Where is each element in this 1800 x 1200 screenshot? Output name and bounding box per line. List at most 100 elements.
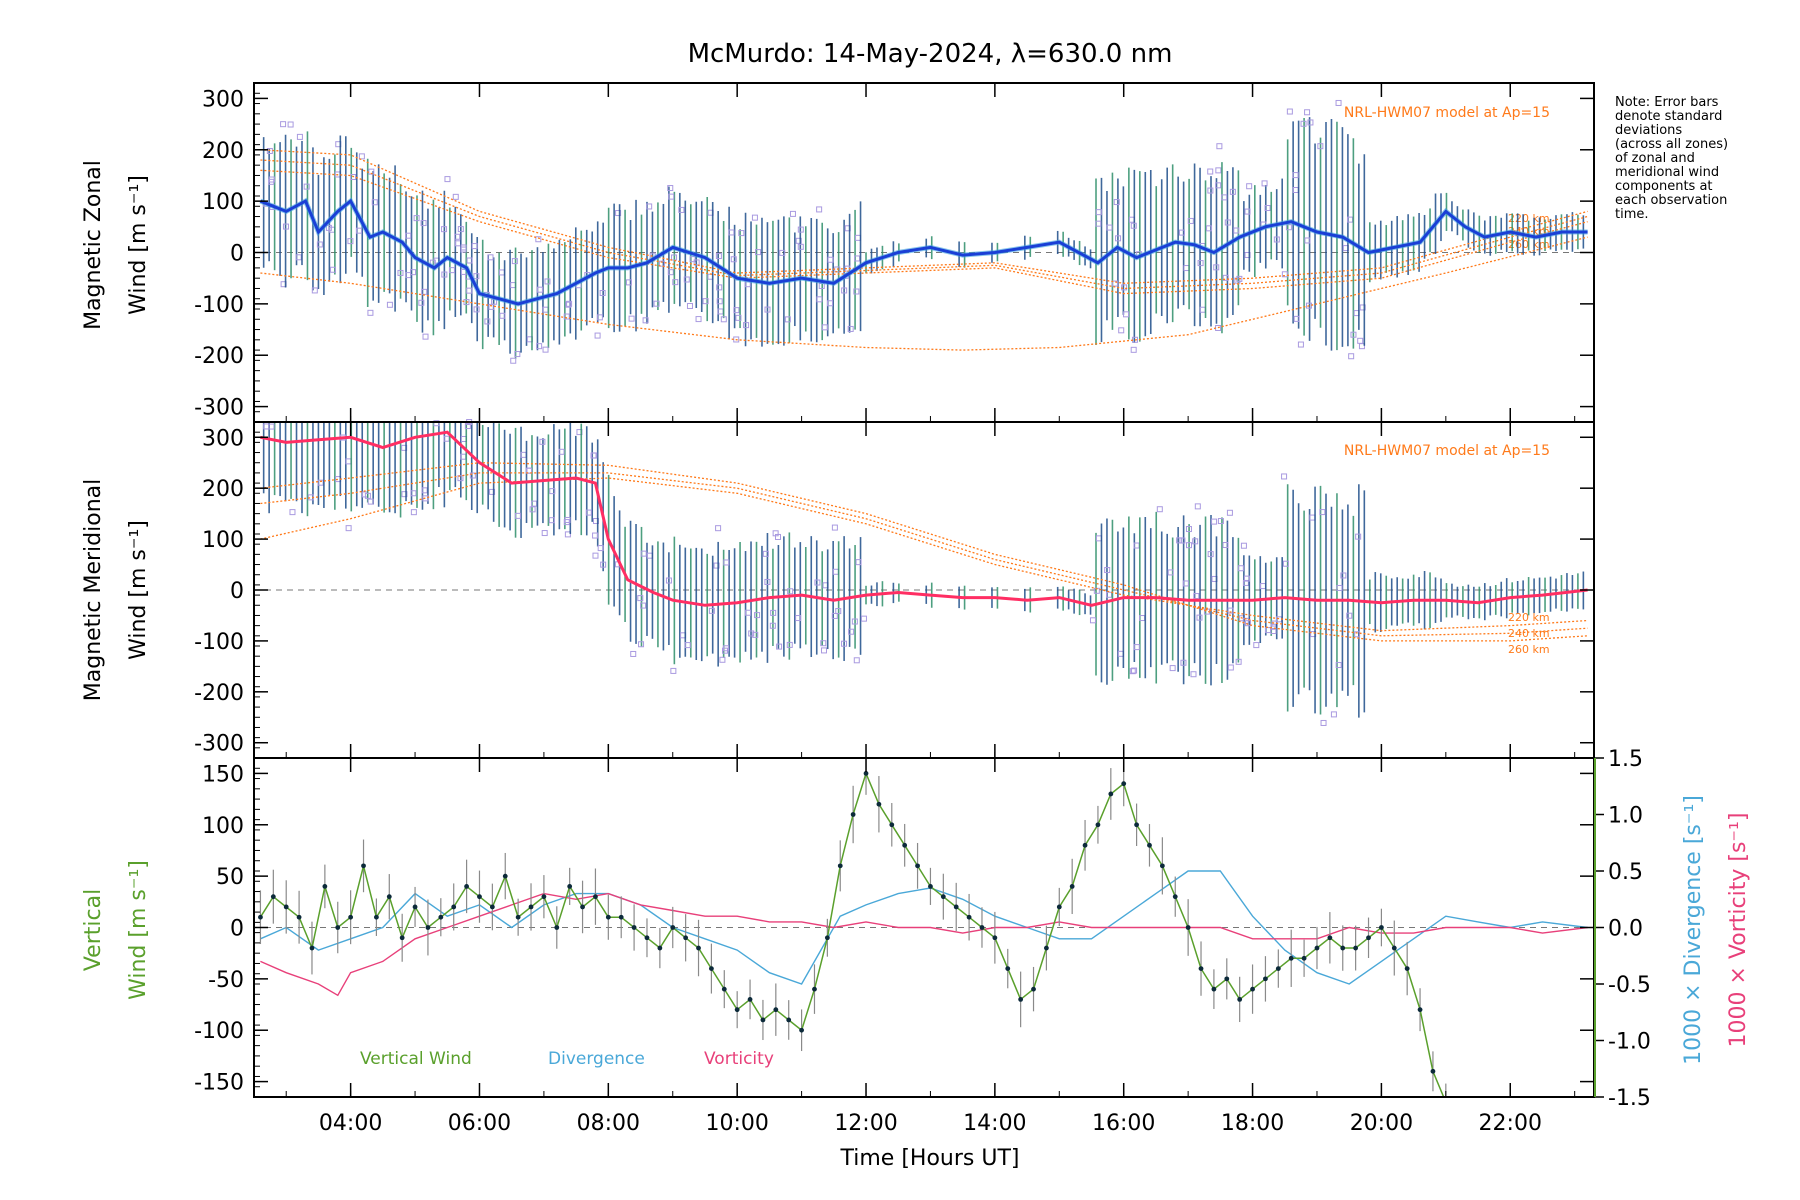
vertical-wind-point <box>1417 1007 1423 1013</box>
note-line: components at <box>1615 179 1713 194</box>
scatter-point <box>671 254 678 261</box>
scatter-point <box>448 267 455 274</box>
scatter-point <box>1227 607 1234 614</box>
vertical-wind-point <box>1134 822 1139 828</box>
vertical-wind-point <box>296 914 302 920</box>
scatter-point <box>1194 503 1201 510</box>
model-curve <box>260 169 1588 295</box>
scatter-point <box>853 657 860 664</box>
scatter-point <box>1229 188 1236 195</box>
scatter-point <box>847 325 854 332</box>
scatter-point <box>1178 229 1185 236</box>
scatter-point <box>592 532 599 539</box>
model-curve <box>260 477 1588 632</box>
scatter-point <box>795 237 802 244</box>
scatter-point <box>630 650 637 657</box>
scatter-point <box>860 615 867 622</box>
scatter-point <box>816 296 823 303</box>
scatter-point <box>1335 99 1342 106</box>
scatter-point <box>350 174 357 181</box>
scatter-point <box>542 306 549 313</box>
scatter-point <box>1243 575 1250 582</box>
scatter-point <box>466 257 473 264</box>
vertical-wind-point <box>554 925 560 930</box>
scatter-point <box>684 642 691 649</box>
vertical-wind-point <box>979 925 985 930</box>
scatter-point <box>723 559 730 566</box>
scatter-point <box>280 121 287 128</box>
scatter-point <box>452 193 459 200</box>
x-tick-label: 20:00 <box>1350 1111 1413 1136</box>
scatter-point <box>1121 284 1128 291</box>
scatter-point <box>526 467 533 474</box>
scatter-point <box>1118 327 1125 334</box>
scatter-point <box>797 226 804 233</box>
scatter-point <box>591 452 598 459</box>
vertical-wind-point <box>1172 894 1178 900</box>
scatter-point <box>1335 662 1342 669</box>
y-tick-label: -200 <box>194 344 244 369</box>
scatter-point <box>1207 168 1214 175</box>
scatter-point <box>1348 353 1355 360</box>
vertical-wind-point <box>1095 822 1101 828</box>
scatter-point <box>1215 182 1222 189</box>
scatter-point <box>769 622 776 629</box>
y-tick-label: 200 <box>202 139 244 164</box>
vertical-wind-point <box>451 904 457 910</box>
scatter-point <box>713 562 720 569</box>
scatter-point <box>851 618 858 625</box>
meridional-model-label: NRL-HWM07 model at Ap=15 <box>1344 443 1550 459</box>
vertical-wind-point <box>734 1007 740 1013</box>
vertical-wind-point <box>1018 997 1024 1002</box>
note-line: Note: Error bars <box>1615 95 1719 110</box>
scatter-point <box>1095 209 1102 216</box>
scatter-point <box>1286 108 1293 115</box>
scatter-point <box>368 168 375 175</box>
scatter-point <box>325 224 332 231</box>
scatter-point <box>1156 506 1163 513</box>
scatter-point <box>367 309 374 316</box>
scatter-point <box>1192 538 1199 545</box>
vertical-wind-point <box>1366 935 1371 941</box>
scatter-point <box>672 279 679 286</box>
note-line: each observation <box>1615 193 1727 208</box>
scatter-point <box>1169 665 1176 672</box>
scatter-point <box>776 643 783 650</box>
scatter-point <box>564 516 571 523</box>
vertical-wind-point <box>928 884 933 889</box>
model-curve <box>260 472 1588 637</box>
scatter-point <box>386 301 393 308</box>
scatter-point <box>371 199 378 206</box>
vertical-wind-point <box>1379 925 1384 930</box>
scatter-point <box>646 203 653 210</box>
scatter-point <box>1292 172 1299 179</box>
divergence-y2label: 1000 × Divergence [s⁻¹] <box>1681 795 1706 1065</box>
scatter-point <box>1304 109 1311 116</box>
vertical-wind-point <box>580 904 585 910</box>
scatter-point <box>814 579 821 586</box>
scatter-point <box>832 568 839 575</box>
vertical-wind-point <box>773 1007 779 1013</box>
scatter-point <box>764 306 771 313</box>
scatter-point <box>487 254 494 261</box>
note-line: (across all zones) <box>1615 137 1728 152</box>
scatter-point <box>311 287 318 294</box>
vertical-wind-point <box>760 1017 766 1023</box>
y-tick-label: -300 <box>194 732 244 757</box>
scatter-point <box>667 185 674 192</box>
meridional-ylabel-2: Wind [m s⁻¹] <box>126 520 151 660</box>
vertical-ylabel-2: Wind [m s⁻¹] <box>126 860 151 1000</box>
vertical-ylabel-1: Vertical <box>81 889 106 971</box>
y-tick-label: 0 <box>230 242 244 267</box>
scatter-point <box>831 524 838 531</box>
scatter-point <box>433 420 440 427</box>
y-tick-label: -200 <box>194 681 244 706</box>
vertical-wind-point <box>1340 945 1346 951</box>
vertical-panel <box>254 758 1594 1097</box>
scatter-point <box>1193 593 1200 600</box>
scatter-point <box>667 269 674 276</box>
scatter-point <box>1211 518 1218 525</box>
scatter-point <box>565 301 572 308</box>
scatter-point <box>715 253 722 260</box>
